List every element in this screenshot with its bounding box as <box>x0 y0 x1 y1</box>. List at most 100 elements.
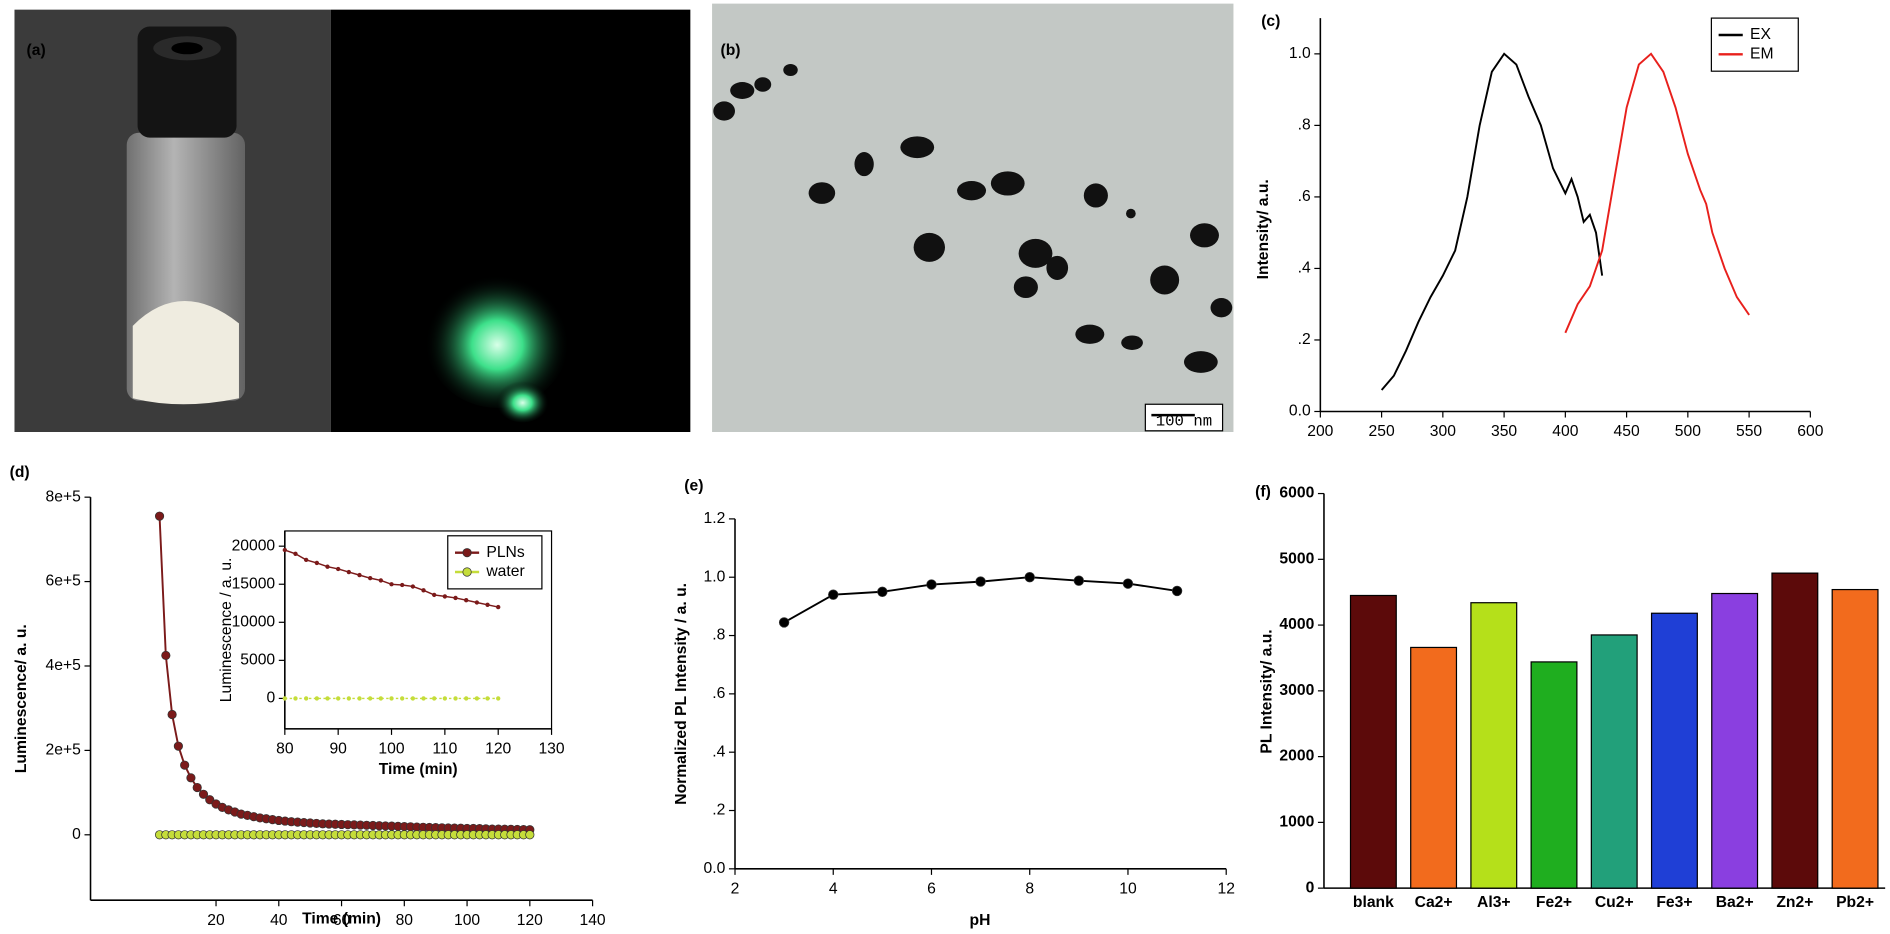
y-tick-label: 4000 <box>1279 616 1314 633</box>
point <box>1122 578 1134 589</box>
y-tick-label: 6e+5 <box>46 573 82 590</box>
x-tick-label: 60 <box>333 912 351 929</box>
inset-point <box>496 696 501 701</box>
point <box>525 830 535 840</box>
y-tick-label: 4e+5 <box>46 657 82 674</box>
point <box>1171 585 1183 597</box>
x-tick-label: 20 <box>207 912 225 929</box>
x-tick-label: 350 <box>1491 423 1517 440</box>
inset-point <box>432 696 437 701</box>
x-tick-label: Cu2+ <box>1595 894 1634 911</box>
x-axis-label: pH <box>970 912 991 929</box>
bar <box>1530 661 1578 889</box>
legend-label: EX <box>1750 26 1771 43</box>
bar <box>1650 612 1698 889</box>
point <box>186 773 196 783</box>
inset-point <box>453 696 458 701</box>
inset-point <box>410 696 416 701</box>
point <box>180 760 190 770</box>
x-tick-label: 90 <box>329 741 347 758</box>
inset-point <box>453 595 458 601</box>
y-tick-label: 1.2 <box>704 510 726 527</box>
y-tick-label: 0 <box>266 690 275 707</box>
inset-point <box>314 696 320 701</box>
point <box>198 789 209 799</box>
x-tick-label: Al3+ <box>1477 894 1511 911</box>
x-tick-label: 40 <box>270 912 288 929</box>
panel-label: (e) <box>684 477 703 494</box>
bar <box>1831 588 1879 889</box>
inset-point <box>368 696 373 701</box>
y-tick-label: 20000 <box>232 537 276 554</box>
inset-point <box>378 696 384 701</box>
inset-point <box>389 582 394 587</box>
x-tick-label: 6 <box>927 880 936 897</box>
inset-point <box>346 696 352 701</box>
y-tick-label: .8 <box>712 627 725 644</box>
x-tick-label: 120 <box>485 741 511 758</box>
inset-point <box>378 578 384 583</box>
photo-b: 100 nm (b) <box>712 3 1234 433</box>
inset-point <box>474 696 480 701</box>
bar <box>1349 594 1397 889</box>
y-tick-label: 1000 <box>1279 814 1314 831</box>
x-tick-label: 80 <box>276 741 294 758</box>
y-tick-label: 0.0 <box>704 860 726 877</box>
inset-point <box>485 696 490 701</box>
x-tick-label: Zn2+ <box>1776 894 1813 911</box>
y-tick-label: 15000 <box>232 575 276 592</box>
y-tick-label: 1.0 <box>1289 45 1311 62</box>
inset-point <box>293 696 298 701</box>
x-tick-label: 100 <box>378 741 404 758</box>
x-tick-label: 4 <box>829 880 838 897</box>
scale-bar: 100 nm <box>1156 412 1212 430</box>
y-tick-label: .4 <box>1298 260 1311 277</box>
y-tick-label: .6 <box>712 685 725 702</box>
x-tick-label: 500 <box>1675 423 1701 440</box>
panel-label: (d) <box>10 464 30 481</box>
x-tick-label: blank <box>1353 894 1394 911</box>
x-tick-label: 2 <box>731 880 740 897</box>
inset-point <box>464 598 469 603</box>
y-tick-label: 2e+5 <box>46 742 82 759</box>
panel-label: (a) <box>27 42 46 59</box>
panel-label: (f) <box>1255 483 1271 500</box>
inset-point <box>357 696 362 701</box>
inset-point <box>464 696 469 701</box>
y-tick-label: 5000 <box>240 651 275 668</box>
point <box>192 782 202 793</box>
point <box>154 511 165 521</box>
y-tick-label: .6 <box>1298 188 1311 205</box>
inset-point <box>389 696 394 701</box>
x-tick-label: Ca2+ <box>1415 894 1453 911</box>
x-tick-label: 140 <box>580 912 606 929</box>
y-tick-label: .4 <box>712 743 725 760</box>
x-tick-label: Fe3+ <box>1656 894 1692 911</box>
x-tick-label: Pb2+ <box>1836 894 1874 911</box>
y-tick-label: 5000 <box>1279 550 1314 567</box>
point <box>173 741 183 751</box>
point <box>1073 575 1085 586</box>
inset-point <box>368 575 373 581</box>
legend-box <box>1710 17 1799 72</box>
inset-point <box>325 696 330 701</box>
y-tick-label: .2 <box>1298 331 1311 348</box>
x-tick-label: 130 <box>538 741 564 758</box>
y-tick-label: 1.0 <box>704 568 726 585</box>
y-tick-label: 2000 <box>1279 748 1314 765</box>
x-tick-label: 12 <box>1217 880 1234 897</box>
inset-y-label: Luminescence / a. u. <box>218 558 235 703</box>
legend-label: water <box>485 563 524 580</box>
point <box>877 586 888 597</box>
y-axis-label: Intensity/ a.u. <box>1255 179 1272 279</box>
inset-point <box>282 696 287 701</box>
x-tick-label: 120 <box>517 912 543 929</box>
point <box>167 709 177 720</box>
y-tick-label: 0 <box>72 826 81 843</box>
inset-point <box>346 569 352 575</box>
panel-label: (b) <box>721 42 741 59</box>
inset-point <box>474 600 480 605</box>
point <box>161 650 171 661</box>
legend-marker <box>462 567 472 577</box>
x-axis-label: Time (min) <box>302 911 381 928</box>
